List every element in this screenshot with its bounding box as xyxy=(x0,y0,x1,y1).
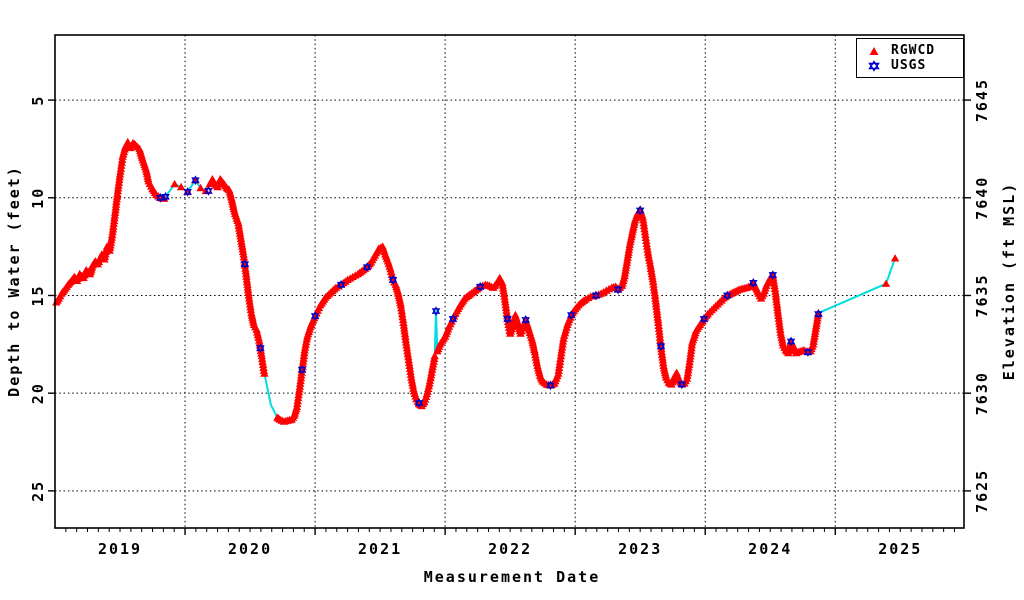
y-axis-title-right: Elevation (ft MSL) xyxy=(1000,181,1018,380)
y-left-tick-label: 20 xyxy=(29,382,47,404)
rgwcd-triangle-icon xyxy=(857,45,891,57)
y-left-tick-label: 5 xyxy=(29,95,47,106)
legend-label-rgwcd: RGWCD xyxy=(891,43,936,58)
y-left-tick-label: 15 xyxy=(29,284,47,306)
y-right-tick-label: 7640 xyxy=(973,176,991,220)
x-tick-label: 2020 xyxy=(228,540,272,558)
x-tick-label: 2025 xyxy=(878,540,922,558)
x-tick-label: 2019 xyxy=(98,540,142,558)
x-tick-label: 2022 xyxy=(488,540,532,558)
y-left-tick-label: 25 xyxy=(29,480,47,502)
y-right-tick-label: 7630 xyxy=(973,371,991,415)
rgwcd-triangles xyxy=(52,137,900,425)
legend-item-rgwcd: RGWCD xyxy=(857,43,963,58)
x-axis-title: Measurement Date xyxy=(423,568,601,586)
gridlines xyxy=(55,35,964,528)
legend-label-usgs: USGS xyxy=(891,58,927,73)
y-right-tick-label: 7645 xyxy=(973,78,991,122)
legend-item-usgs: USGS xyxy=(857,58,963,73)
y-right-tick-label: 7635 xyxy=(973,273,991,317)
tick-labels: 2019 2020 2021 2022 2023 2024 2025510152025764… xyxy=(29,78,991,558)
usgs-star-icon xyxy=(857,59,891,72)
plot-border xyxy=(54,34,965,529)
x-tick-label: 2024 xyxy=(748,540,792,558)
y-axis-title-left: Depth to Water (feet) xyxy=(5,164,23,397)
y-right-tick-label: 7625 xyxy=(973,469,991,513)
usgs-markers xyxy=(156,175,823,408)
y-left-tick-label: 10 xyxy=(29,187,47,209)
legend-box: RGWCD USGS xyxy=(856,38,964,78)
x-tick-label: 2021 xyxy=(358,540,402,558)
x-tick-label: 2023 xyxy=(618,540,662,558)
